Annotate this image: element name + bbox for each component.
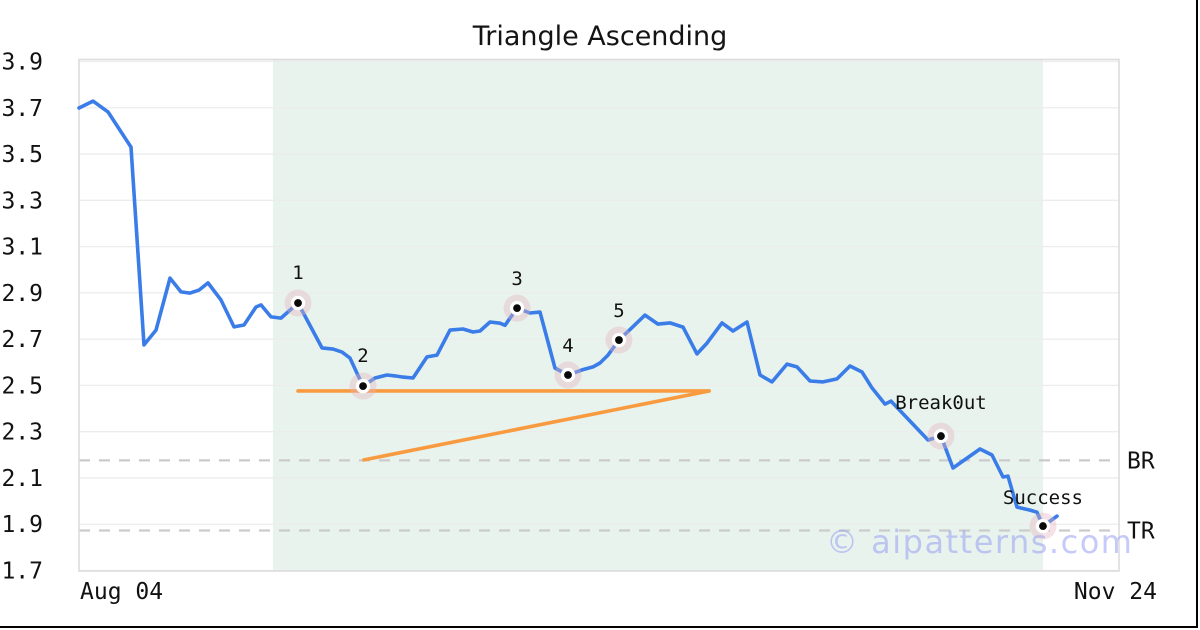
frame-right-border — [1196, 0, 1198, 628]
chart-title: Triangle Ascending — [472, 21, 728, 52]
marker-label-1: 1 — [292, 262, 303, 284]
marker-dot-Success — [1039, 522, 1047, 530]
marker-dot-2 — [359, 382, 367, 390]
plot-border — [78, 58, 1120, 572]
frame-bottom-border — [0, 626, 1198, 628]
marker-dot-3 — [513, 304, 521, 313]
y-tick-label: 2.3 — [1, 420, 43, 446]
marker-label-3: 3 — [511, 268, 522, 290]
marker-dot-4 — [564, 371, 572, 379]
x-tick-label-left: Aug 04 — [80, 579, 163, 605]
marker-label-4: 4 — [562, 335, 573, 357]
x-tick-label-right: Nov 24 — [1074, 579, 1157, 605]
reference-label-BR: BR — [1127, 448, 1155, 474]
y-tick-label: 2.7 — [1, 327, 43, 353]
y-tick-label: 2.5 — [1, 373, 43, 399]
marker-dot-1 — [294, 299, 302, 307]
y-tick-label: 3.9 — [1, 50, 43, 76]
watermark: © aipatterns.com — [826, 523, 1134, 561]
y-tick-label: 3.7 — [1, 96, 43, 122]
marker-dot-5 — [615, 336, 623, 344]
y-tick-label: 2.1 — [1, 466, 43, 492]
y-tick-label: 3.5 — [1, 142, 43, 168]
marker-label-Success: Success — [1003, 487, 1083, 509]
price-line-price — [77, 99, 1059, 528]
pattern-region — [272, 59, 1043, 571]
reference-label-TR: TR — [1127, 518, 1155, 544]
marker-dot-Break0ut — [937, 432, 945, 440]
marker-label-Break0ut: Break0ut — [895, 392, 987, 414]
marker-label-5: 5 — [613, 300, 624, 322]
y-tick-label: 1.7 — [1, 558, 43, 584]
marker-label-2: 2 — [357, 345, 368, 367]
trendline-support — [362, 389, 711, 462]
y-tick-label: 3.3 — [1, 188, 43, 214]
y-tick-label: 1.9 — [1, 512, 43, 538]
y-tick-label: 3.1 — [1, 235, 43, 261]
y-tick-label: 2.9 — [1, 281, 43, 307]
